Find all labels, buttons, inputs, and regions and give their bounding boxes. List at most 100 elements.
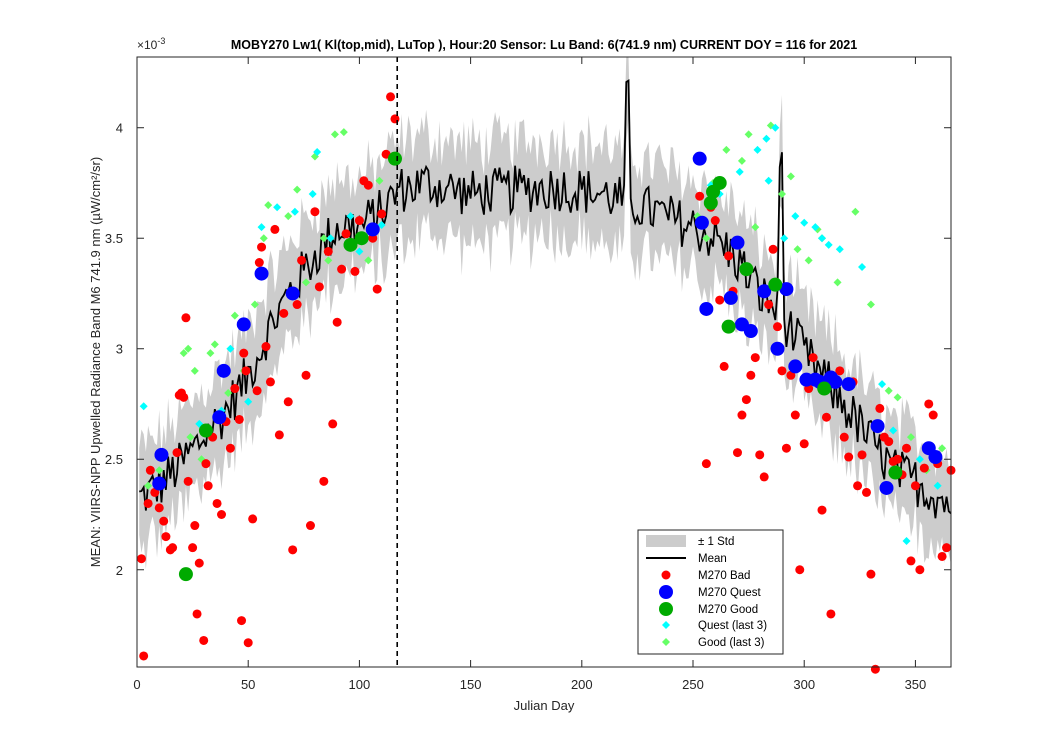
legend-quest-swatch xyxy=(659,585,673,599)
quest-last3-point xyxy=(811,223,820,232)
bad-point xyxy=(190,521,200,531)
good-point xyxy=(343,237,358,252)
bad-point xyxy=(377,209,387,219)
bad-point xyxy=(192,609,202,619)
quest-point xyxy=(154,447,169,462)
legend-good3-label: Good (last 3) xyxy=(698,637,765,649)
bad-point xyxy=(172,448,182,458)
good-last3-point xyxy=(375,176,384,185)
quest-point xyxy=(770,341,785,356)
legend: ± 1 Std Mean M270 Bad M270 Quest M270 Go… xyxy=(637,529,784,655)
bad-point xyxy=(274,430,284,440)
bad-point xyxy=(906,556,916,566)
bad-point xyxy=(875,403,885,413)
bad-point xyxy=(817,505,827,515)
bad-point xyxy=(225,443,235,453)
good-last3-point xyxy=(330,130,339,139)
bad-point xyxy=(301,370,311,380)
good-last3-point xyxy=(179,349,188,358)
quest-last3-point xyxy=(858,262,867,271)
quest-point xyxy=(828,374,843,389)
good-point xyxy=(817,381,832,396)
x-tick-label: 50 xyxy=(241,677,255,692)
bad-point xyxy=(750,353,760,363)
bad-point xyxy=(710,216,720,226)
bad-point xyxy=(773,322,783,332)
y-tick-label: 2 xyxy=(116,563,123,578)
good-last3-point xyxy=(702,234,711,243)
bad-point xyxy=(159,516,169,526)
bad-point xyxy=(924,399,934,409)
bad-point xyxy=(764,300,774,310)
good-last3-point xyxy=(144,481,153,490)
good-last3-point xyxy=(893,393,902,402)
bad-point xyxy=(188,543,198,553)
legend-good-swatch xyxy=(659,602,673,616)
bad-point xyxy=(715,295,725,305)
bad-point xyxy=(297,255,307,265)
quest-point xyxy=(285,286,300,301)
x-tick-label: 0 xyxy=(133,677,140,692)
good-last3-point xyxy=(339,128,348,137)
bad-point xyxy=(181,313,191,323)
std-band xyxy=(139,57,951,570)
legend-quest3-swatch xyxy=(662,621,670,629)
bad-point xyxy=(201,459,211,469)
bad-point xyxy=(893,454,903,464)
bad-point xyxy=(363,180,373,190)
bad-point xyxy=(292,300,302,310)
quest-point xyxy=(216,363,231,378)
bad-point xyxy=(781,443,791,453)
bad-point xyxy=(234,414,244,424)
bad-point xyxy=(332,317,342,327)
good-point xyxy=(739,262,754,277)
bad-point xyxy=(161,532,171,542)
good-last3-point xyxy=(224,388,233,397)
quest-last3-point xyxy=(139,402,148,411)
good-last3-point xyxy=(751,223,760,232)
good-last3-point xyxy=(184,344,193,353)
bad-point xyxy=(844,452,854,462)
good-last3-point xyxy=(884,386,893,395)
good-last3-point xyxy=(186,433,195,442)
quest-last3-point xyxy=(377,220,386,229)
good-last3-point xyxy=(793,245,802,254)
bad-point xyxy=(350,266,360,276)
bad-point xyxy=(283,397,293,407)
quest-point xyxy=(730,235,745,250)
good-last3-point xyxy=(302,278,311,287)
bad-point xyxy=(372,284,382,294)
good-point xyxy=(703,195,718,210)
bad-point xyxy=(835,366,845,376)
legend-quest3-label: Quest (last 3) xyxy=(698,620,767,632)
good-last3-point xyxy=(744,130,753,139)
bad-point xyxy=(212,498,222,508)
bad-point xyxy=(270,224,280,234)
good-last3-point xyxy=(938,444,947,453)
quest-last3-point xyxy=(273,203,282,212)
y-axis-label: MEAN: VIIRS-NPP Upwelled Radiance Band M… xyxy=(88,157,103,567)
bad-point xyxy=(759,472,769,482)
quest-last3-point xyxy=(764,176,773,185)
quest-point xyxy=(841,377,856,392)
bad-point xyxy=(795,565,805,575)
quest-last3-point xyxy=(933,481,942,490)
bad-point xyxy=(915,565,925,575)
legend-std-label: ± 1 Std xyxy=(698,536,734,548)
bad-point xyxy=(279,308,289,318)
bad-point xyxy=(254,258,264,268)
x-tick-label: 150 xyxy=(460,677,482,692)
quest-point xyxy=(870,419,885,434)
good-last3-point xyxy=(777,190,786,199)
bad-point xyxy=(136,554,146,564)
bad-point xyxy=(746,370,756,380)
quest-last3-point xyxy=(791,212,800,221)
quest-point xyxy=(236,317,251,332)
quest-last3-point xyxy=(878,380,887,389)
bad-point xyxy=(701,459,711,469)
bad-point xyxy=(866,569,876,579)
good-last3-point xyxy=(866,300,875,309)
std-band-layer xyxy=(139,57,951,570)
good-last3-point xyxy=(722,145,731,154)
bad-point xyxy=(237,616,247,626)
